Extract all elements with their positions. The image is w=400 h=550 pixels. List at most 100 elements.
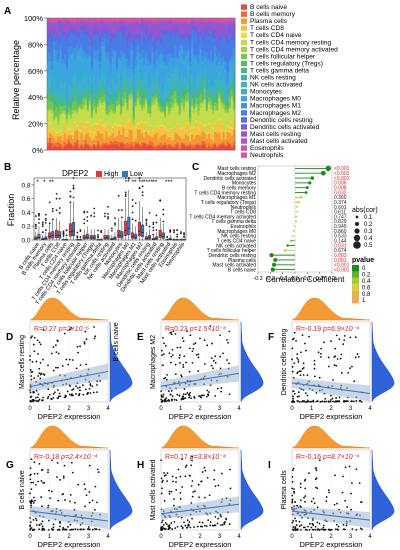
scatter-point	[30, 378, 33, 381]
a-legend-label: Mast cells activated	[250, 138, 308, 145]
area-band-t-cells-cd4-memory-resting	[90, 118, 94, 126]
area-band-t-cells-gamma-delta	[147, 104, 150, 106]
scatter-point	[333, 356, 336, 359]
area-band-mast-cells-resting	[184, 21, 188, 35]
area-band-t-cells-cd8	[90, 125, 94, 141]
area-band-macrophages-m1	[49, 52, 52, 61]
area-band-macrophages-m0	[195, 59, 198, 78]
area-band-macrophages-m1	[178, 45, 182, 52]
area-band-t-cells-follicular-helper	[226, 108, 230, 113]
scatter-point	[56, 462, 59, 464]
scatter-point	[29, 467, 32, 470]
area-band-t-cells-follicular-helper	[99, 96, 102, 101]
x-tick-label: 2	[67, 406, 71, 412]
area-band-mast-cells-activated	[216, 21, 219, 24]
area-band-t-cells-cd4-memory-activated	[203, 98, 207, 101]
scatter-point	[55, 351, 58, 354]
area-band-nk-cells-resting	[224, 100, 228, 104]
box-outlier	[107, 217, 109, 220]
area-band-dendritic-cells-resting	[88, 35, 92, 39]
area-band-t-cells-regulatory-tregs-	[170, 95, 173, 103]
area-band-dendritic-cells-resting	[80, 27, 83, 31]
box-outlier	[69, 201, 72, 204]
area-band-macrophages-m0	[220, 65, 223, 80]
area-band-nk-cells-activated	[76, 94, 79, 98]
area-band-dendritic-cells-activated	[209, 26, 213, 29]
box-outlier	[76, 231, 79, 234]
area-band-t-cells-follicular-helper	[74, 99, 77, 110]
c-category-label: T cells gamma delta	[211, 219, 256, 225]
scatter-point	[188, 396, 190, 399]
area-band-t-cells-cd4-naive	[166, 128, 169, 131]
area-band-nk-cells-resting	[228, 83, 232, 91]
scatter-point	[165, 397, 167, 400]
area-band-t-cells-cd8	[80, 121, 83, 134]
area-band-mast-cells-resting	[97, 23, 100, 31]
lollipop-row: Plasma cells 0.001	[228, 258, 347, 264]
area-band-mast-cells-resting	[55, 23, 58, 36]
lollipop-dot	[269, 253, 274, 258]
area-band-t-cells-regulatory-tregs-	[132, 109, 136, 117]
area-band-dendritic-cells-resting	[218, 36, 221, 41]
area-band-macrophages-m0	[193, 57, 196, 84]
area-band-t-cells-cd8	[126, 122, 129, 137]
scatter-point	[217, 484, 220, 487]
scatter-point	[31, 529, 34, 531]
area-band-eosinophils	[84, 19, 88, 22]
area-band-dendritic-cells-resting	[199, 29, 202, 36]
scatter-point	[160, 477, 163, 480]
scatter-point	[30, 504, 33, 507]
area-band-b-cells-memory	[138, 144, 142, 147]
area-band-macrophages-m2	[67, 37, 71, 47]
area-band-macrophages-m1	[88, 45, 92, 57]
area-band-macrophages-m2	[76, 36, 79, 46]
scatter-point	[327, 400, 330, 403]
area-band-t-cells-regulatory-tregs-	[107, 103, 111, 107]
area-band-macrophages-m1	[207, 57, 211, 61]
area-band-t-cells-cd4-memory-resting	[145, 102, 148, 123]
area-band-neutrophils	[107, 18, 111, 21]
box-body	[106, 235, 110, 240]
area-band-mast-cells-activated	[111, 21, 115, 24]
area-band-macrophages-m0	[99, 68, 102, 80]
area-band-b-cells-naive	[174, 147, 177, 151]
pvalue-legend-label: 0.6	[362, 285, 371, 291]
area-band-macrophages-m1	[220, 56, 223, 66]
box-outlier	[134, 219, 137, 222]
scatter-point	[322, 524, 325, 527]
box-low	[99, 230, 103, 241]
area-band-t-cells-cd4-naive	[218, 118, 221, 121]
area-band-mast-cells-resting	[151, 23, 154, 31]
area-band-monocytes	[155, 73, 159, 80]
area-band-neutrophils	[97, 18, 100, 21]
area-band-macrophages-m1	[180, 43, 184, 49]
area-band-monocytes	[132, 101, 136, 105]
scatter-point	[29, 391, 32, 394]
area-band-nk-cells-activated	[115, 89, 119, 92]
area-band-t-cells-cd8	[197, 129, 200, 135]
scatter-point	[189, 474, 191, 477]
scatter-point	[358, 482, 361, 485]
scatter-stats: R=-0.16 p=8.7×10⁻⁴	[296, 454, 359, 461]
area-band-b-cells-memory	[228, 143, 232, 145]
box-outlier	[152, 229, 155, 232]
area-band-neutrophils	[220, 18, 223, 21]
area-band-b-cells-memory	[176, 142, 179, 145]
area-band-dendritic-cells-resting	[74, 29, 77, 34]
area-band-t-cells-follicular-helper	[170, 101, 173, 107]
area-band-mast-cells-resting	[90, 23, 94, 40]
scatter-point	[74, 501, 76, 504]
box-outlier	[141, 185, 144, 188]
area-band-b-cells-memory	[78, 146, 81, 149]
scatter-point	[212, 524, 214, 527]
area-band-t-cells-follicular-helper	[207, 97, 211, 102]
area-band-dendritic-cells-resting	[193, 29, 196, 34]
area-band-t-cells-cd8	[143, 131, 146, 138]
area-band-b-cells-memory	[153, 145, 157, 149]
area-band-b-cells-naive	[141, 145, 144, 151]
area-band-dendritic-cells-resting	[107, 32, 111, 35]
area-band-dendritic-cells-activated	[88, 34, 92, 37]
x-tick-label: 2	[329, 534, 333, 540]
box-outlier	[120, 216, 123, 219]
area-band-mast-cells-activated	[197, 20, 200, 23]
